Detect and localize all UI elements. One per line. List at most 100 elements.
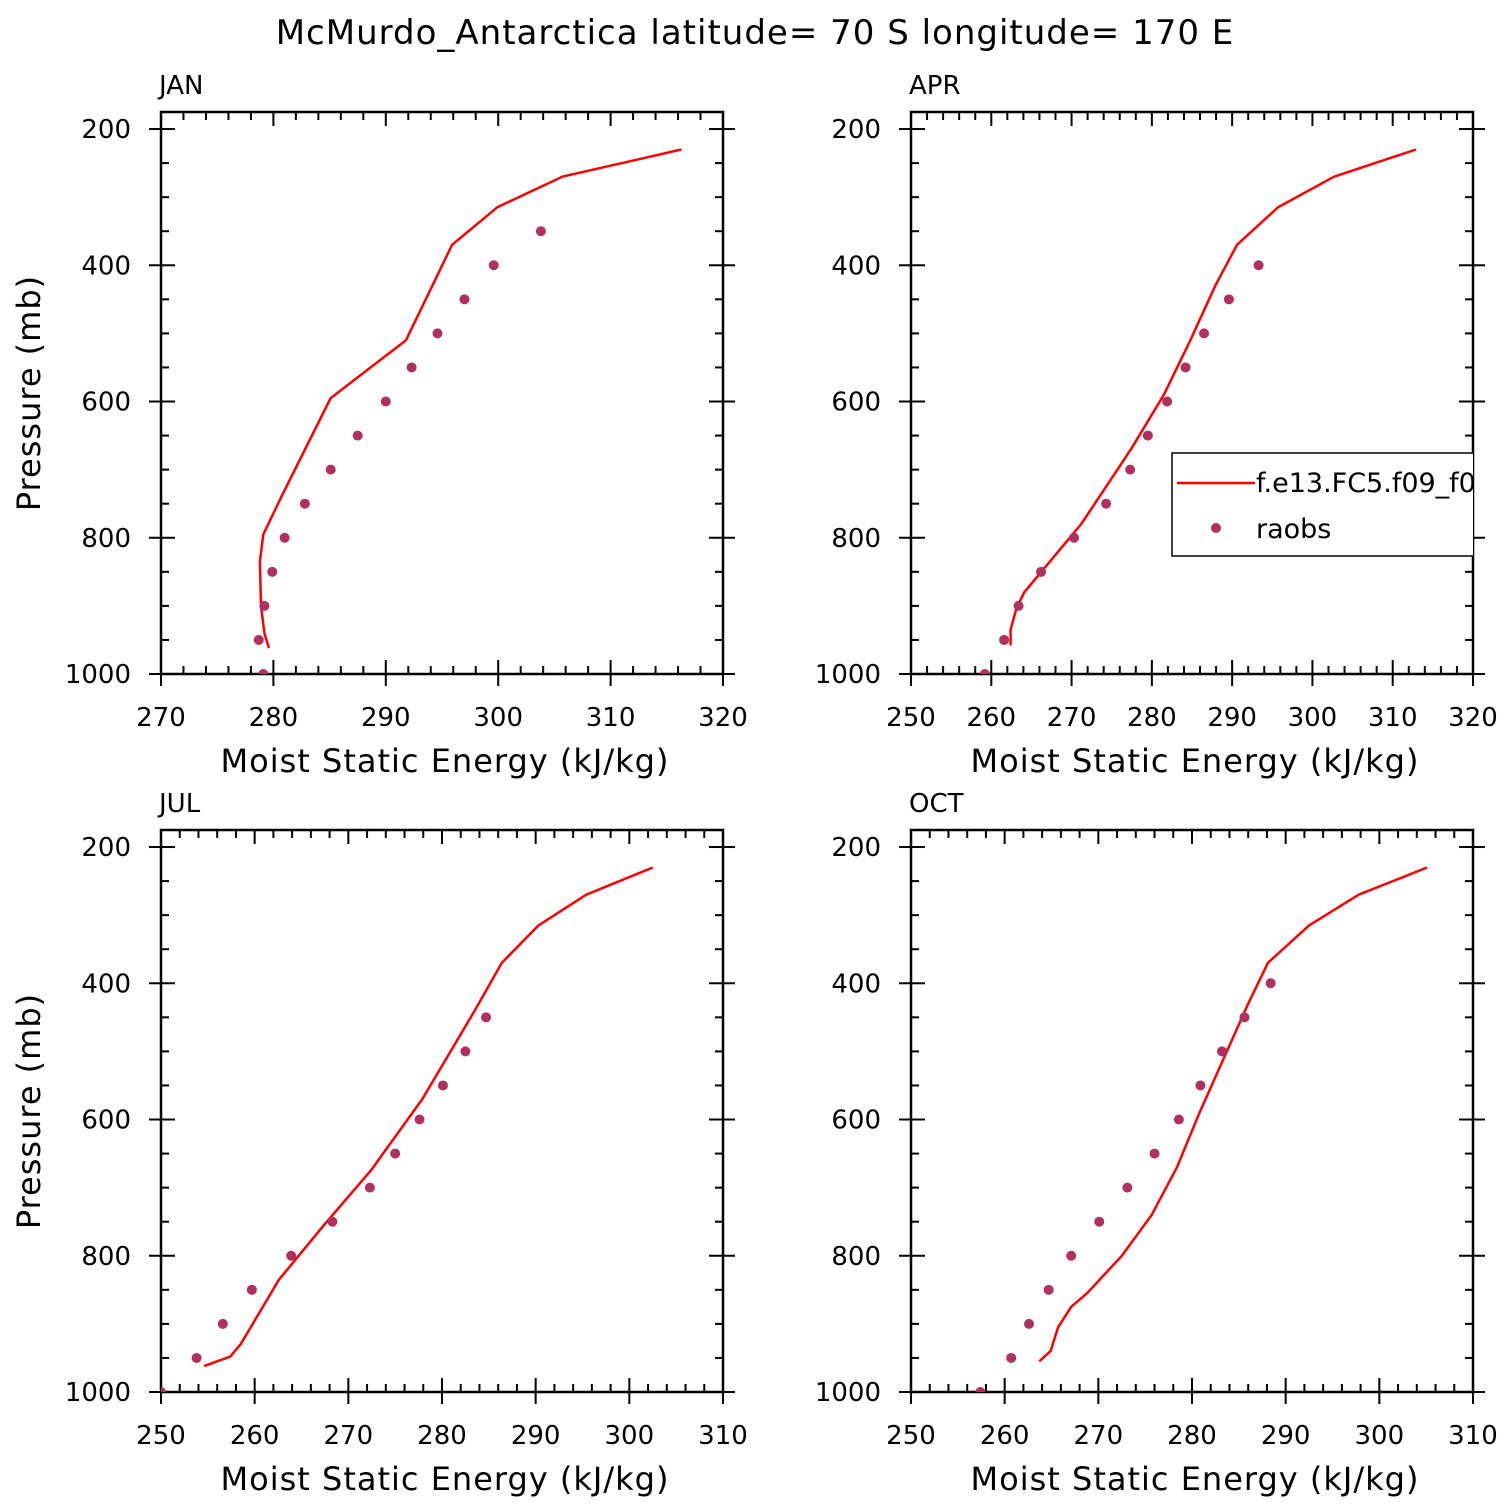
legend-point-swatch xyxy=(1211,523,1221,533)
raobs-point xyxy=(1036,566,1047,577)
raobs-point xyxy=(1066,1250,1077,1261)
x-tick-label: 310 xyxy=(1448,1421,1498,1451)
panels: 270 280 290 300 310 320 200 400 600 800 1000 JAN Moi… xyxy=(10,71,1498,1498)
raobs-point xyxy=(191,1352,202,1363)
x-tick-label: 280 xyxy=(417,1421,467,1451)
y-tick-label: 800 xyxy=(81,524,131,554)
raobs-point xyxy=(246,1284,257,1295)
data-layer xyxy=(979,148,1417,674)
raobs-point xyxy=(1162,396,1173,407)
x-axis-title: Moist Static Energy (kJ/kg) xyxy=(221,742,670,780)
raobs-point xyxy=(488,260,499,271)
raobs-point xyxy=(1142,430,1153,441)
raobs-point xyxy=(1122,1182,1133,1193)
raobs-point xyxy=(1253,260,1264,271)
x-tick-label: 270 xyxy=(324,1421,374,1451)
raobs-point xyxy=(1149,1148,1160,1159)
raobs-point xyxy=(325,464,336,475)
raobs-point xyxy=(1180,362,1191,373)
plot-frame xyxy=(159,828,725,1394)
raobs-point xyxy=(380,396,391,407)
x-tick-label: 320 xyxy=(1448,703,1498,733)
raobs-point xyxy=(1216,1046,1227,1057)
raobs-point xyxy=(1195,1080,1206,1091)
x-tick-label: 260 xyxy=(230,1421,280,1451)
raobs-point xyxy=(1199,328,1210,339)
chart-panel-oct: 250 260 270 280 290 300 310 200 400 600 800 1000 OCT… xyxy=(815,789,1498,1498)
x-tick-label: 300 xyxy=(1355,1421,1405,1451)
y-tick-label: 400 xyxy=(831,251,881,281)
raobs-point xyxy=(459,294,470,305)
raobs-point xyxy=(364,1182,375,1193)
raobs-point xyxy=(1006,1352,1017,1363)
raobs-point xyxy=(1239,1012,1250,1023)
raobs-point xyxy=(161,1387,166,1392)
y-tick-label: 600 xyxy=(831,388,881,418)
plot-frame xyxy=(159,110,725,676)
model-series-line xyxy=(258,148,682,649)
x-tick-label: 270 xyxy=(1047,703,1097,733)
raobs-point xyxy=(253,634,264,645)
panel-label: APR xyxy=(909,71,961,101)
y-tick-label: 1000 xyxy=(65,1378,131,1408)
legend-label-model: f.e13.FC5.f09_f0 xyxy=(1256,468,1476,499)
raobs-point xyxy=(460,1046,471,1057)
model-series-line xyxy=(203,866,654,1368)
panel-label: OCT xyxy=(909,789,964,819)
y-tick-label: 200 xyxy=(831,115,881,145)
x-tick-label: 270 xyxy=(1074,1421,1124,1451)
raobs-point xyxy=(975,1387,986,1392)
raobs-point xyxy=(999,634,1010,645)
raobs-point xyxy=(432,328,443,339)
plot-frame xyxy=(909,828,1475,1394)
x-axis-title: Moist Static Energy (kJ/kg) xyxy=(971,1460,1420,1498)
raobs-point xyxy=(437,1080,448,1091)
y-tick-label: 800 xyxy=(831,1242,881,1272)
x-tick-label: 300 xyxy=(1288,703,1338,733)
plot-frame xyxy=(909,110,1475,676)
x-tick-label: 290 xyxy=(1261,1421,1311,1451)
x-tick-label: 290 xyxy=(511,1421,561,1451)
y-tick-label: 200 xyxy=(81,833,131,863)
raobs-point xyxy=(414,1114,425,1125)
raobs-point xyxy=(258,669,269,674)
raobs-point xyxy=(1265,978,1276,989)
y-tick-label: 600 xyxy=(81,388,131,418)
raobs-point xyxy=(327,1216,338,1227)
x-tick-label: 310 xyxy=(586,703,636,733)
y-axis-title: Pressure (mb) xyxy=(10,993,48,1229)
raobs-point xyxy=(1223,294,1234,305)
y-tick-label: 1000 xyxy=(815,660,881,690)
x-tick-label: 260 xyxy=(966,703,1016,733)
raobs-point xyxy=(1013,600,1024,611)
data-layer xyxy=(975,866,1428,1392)
x-tick-label: 250 xyxy=(886,1421,936,1451)
y-tick-label: 800 xyxy=(831,524,881,554)
x-axis-title: Moist Static Energy (kJ/kg) xyxy=(971,742,1420,780)
x-tick-label: 270 xyxy=(136,703,186,733)
x-axis-title: Moist Static Energy (kJ/kg) xyxy=(221,1460,670,1498)
raobs-point xyxy=(286,1250,297,1261)
main-title: McMurdo_Antarctica latitude= 70 S longit… xyxy=(276,13,1235,53)
x-tick-label: 310 xyxy=(698,1421,748,1451)
x-tick-label: 280 xyxy=(249,703,299,733)
x-tick-label: 250 xyxy=(136,1421,186,1451)
legend-label-raobs: raobs xyxy=(1256,514,1331,545)
data-layer xyxy=(161,866,654,1392)
panel-label: JUL xyxy=(157,789,201,819)
raobs-point xyxy=(1068,532,1079,543)
y-tick-label: 200 xyxy=(831,833,881,863)
raobs-point xyxy=(1101,498,1112,509)
raobs-point xyxy=(267,566,278,577)
raobs-point xyxy=(390,1148,401,1159)
y-tick-label: 800 xyxy=(81,1242,131,1272)
x-tick-label: 260 xyxy=(980,1421,1030,1451)
x-tick-label: 310 xyxy=(1368,703,1418,733)
model-series-line xyxy=(1009,148,1417,646)
y-tick-label: 1000 xyxy=(65,660,131,690)
legend-box xyxy=(1171,452,1473,557)
raobs-point xyxy=(352,430,363,441)
chart-panel-jul: 250 260 270 280 290 300 310 200 400 600 800 1000 JUL… xyxy=(10,789,748,1498)
y-tick-label: 1000 xyxy=(815,1378,881,1408)
